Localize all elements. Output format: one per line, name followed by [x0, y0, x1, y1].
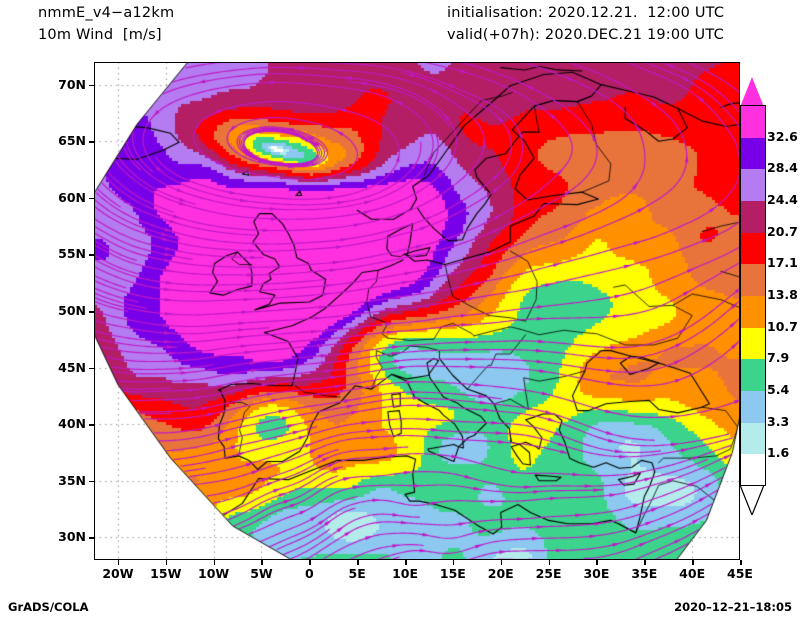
colorbar-tick-label: 32.6 — [767, 128, 798, 144]
x-axis-tick-mark — [500, 560, 503, 565]
y-axis-tick-mark — [89, 367, 94, 370]
y-axis-tick-mark — [89, 141, 94, 143]
x-axis-tick-label: 45E — [727, 566, 753, 581]
initialisation-label: initialisation: 2020.12.21. 12:00 UTC — [447, 5, 725, 21]
colorbar-band — [740, 453, 766, 486]
x-axis-tick-mark — [596, 560, 598, 565]
colorbar-low-extend-outline — [740, 485, 764, 515]
x-axis-tick-mark — [213, 560, 216, 565]
colorbar-band — [740, 105, 766, 138]
x-axis-tick-mark — [309, 560, 311, 565]
colorbar-band — [740, 390, 766, 423]
y-axis-tick-mark — [89, 197, 94, 200]
colorbar-high-extend-arrow — [740, 77, 764, 107]
x-axis-tick-mark — [405, 560, 407, 565]
colorbar-band — [740, 168, 766, 201]
x-axis-tick-label: 10E — [392, 566, 418, 581]
x-axis-tick-label: 5E — [348, 566, 366, 581]
y-axis-tick-label: 60N — [58, 189, 86, 205]
x-axis-tick-label: 40E — [679, 566, 706, 581]
x-axis-tick-mark — [548, 560, 551, 565]
x-axis-tick-mark — [357, 560, 359, 565]
x-axis-tick-label: 20E — [487, 566, 514, 581]
colorbar-tick-label: 7.9 — [767, 350, 790, 366]
colorbar-band — [740, 295, 766, 328]
colorbar-tick-label: 24.4 — [767, 192, 798, 207]
y-axis-tick-mark — [89, 424, 94, 426]
x-axis-tick-mark — [452, 560, 455, 565]
field-name-label: 10m Wind [m/s] — [38, 27, 162, 43]
x-axis-tick-label: 20W — [102, 566, 134, 581]
y-axis-tick-label: 50N — [58, 303, 86, 318]
y-axis-tick-mark — [89, 254, 94, 256]
colorbar-band — [740, 421, 766, 455]
model-name-label: nmmE_v4−a12km — [38, 5, 175, 21]
colorbar-tick-label: 1.6 — [767, 445, 790, 461]
valid-time-label: valid(+07h): 2020.DEC.21 19:00 UTC — [447, 27, 724, 43]
x-axis-tick-label: 35E — [631, 566, 658, 581]
colorbar-band — [740, 358, 766, 391]
x-axis-tick-label: 5W — [250, 566, 273, 581]
y-axis-tick-mark — [89, 311, 94, 313]
colorbar-band — [740, 231, 766, 265]
y-axis-tick-label: 65N — [58, 133, 86, 149]
y-axis-tick-label: 30N — [58, 529, 86, 545]
x-axis-tick-label: 15W — [150, 566, 182, 581]
x-axis-tick-mark — [165, 560, 168, 565]
y-axis-tick-mark — [89, 84, 94, 87]
colorbar-band — [740, 200, 766, 233]
wind-field-canvas — [94, 62, 740, 560]
x-axis-tick-label: 15E — [439, 566, 466, 581]
x-axis-tick-label: 0 — [304, 566, 314, 581]
colorbar-tick-label: 3.3 — [767, 413, 790, 429]
colorbar-tick-label: 13.8 — [767, 287, 798, 302]
x-axis-tick-mark — [740, 560, 742, 565]
colorbar: 1.6 3.3 5.4 7.9 10.7 13.8 17.1 20.7 24.4 28.4 32.6 — [740, 77, 798, 515]
wind-field-map — [94, 62, 740, 560]
x-axis-tick-label: 25E — [535, 566, 562, 581]
x-axis-tick-mark — [692, 560, 694, 565]
colorbar-tick-label: 20.7 — [767, 223, 798, 239]
colorbar-tick-label: 28.4 — [767, 160, 798, 176]
x-axis-tick-mark — [261, 560, 263, 565]
x-axis-tick-mark — [644, 560, 646, 565]
colorbar-tick-label: 5.4 — [767, 382, 790, 397]
footer-credit: GrADS/COLA — [8, 600, 89, 614]
colorbar-band — [740, 136, 766, 170]
y-axis-tick-mark — [89, 537, 94, 539]
y-axis-tick-label: 70N — [58, 76, 86, 92]
y-axis-tick-label: 40N — [58, 416, 86, 432]
colorbar-tick-label: 17.1 — [767, 255, 798, 271]
footer-timestamp: 2020–12–21–18:05 — [674, 600, 792, 614]
x-axis-tick-label: 10W — [198, 566, 230, 581]
y-axis-tick-label: 55N — [58, 246, 86, 262]
y-axis-tick-label: 35N — [58, 472, 86, 488]
colorbar-tick-label: 10.7 — [767, 318, 798, 334]
colorbar-band — [740, 263, 766, 296]
y-axis-tick-label: 45N — [58, 359, 86, 375]
x-axis-tick-mark — [117, 560, 120, 565]
x-axis-tick-label: 30E — [583, 566, 610, 581]
colorbar-band — [740, 326, 766, 360]
y-axis-tick-mark — [89, 480, 94, 483]
